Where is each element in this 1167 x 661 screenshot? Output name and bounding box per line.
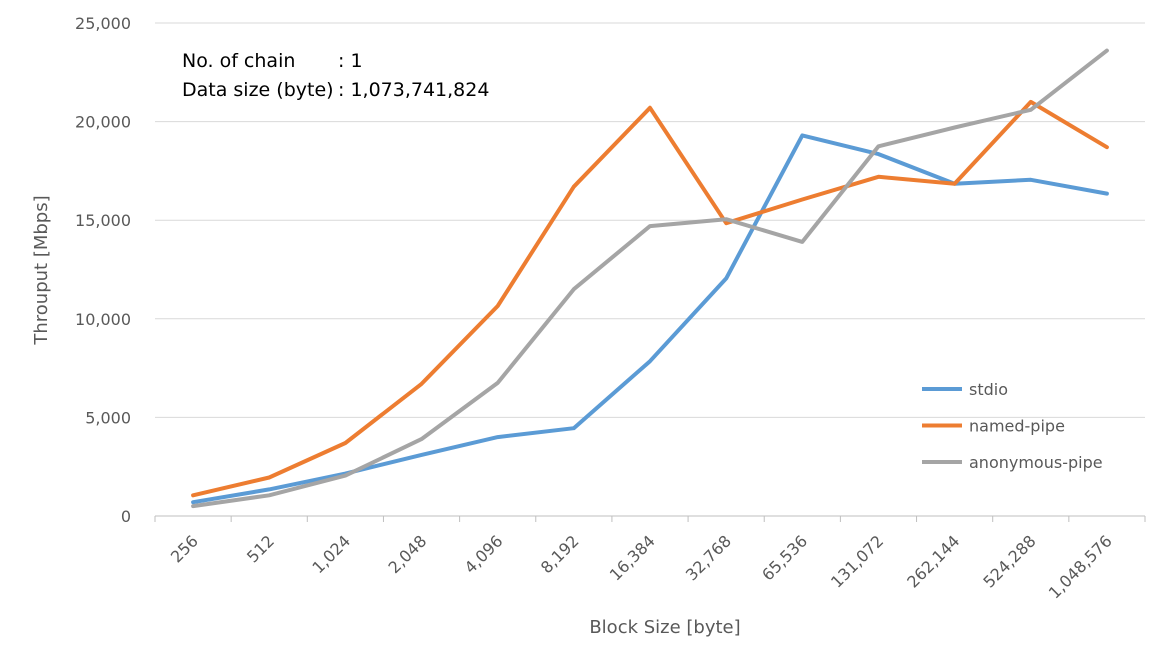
series-lines xyxy=(191,48,1109,509)
x-tick-label: 65,536 xyxy=(758,531,811,584)
y-tick-label: 15,000 xyxy=(75,211,131,230)
x-axis: 256 512 1,024 2,048 4,096 8,192 16,384 32,768 65… xyxy=(154,515,1146,602)
x-tick-label: 1,048,576 xyxy=(1045,531,1116,602)
chart-annotation: No. of chain : 1 Data size (byte) : 1,07… xyxy=(182,50,489,101)
x-tick-label: 2,048 xyxy=(385,531,431,577)
x-tick-label: 512 xyxy=(243,531,278,566)
legend-label-named-pipe: named-pipe xyxy=(969,417,1065,436)
y-tick-label: 20,000 xyxy=(75,113,131,132)
x-tick-label: 16,384 xyxy=(606,531,659,584)
y-axis: 0 5,000 10,000 15,000 20,000 25,000 xyxy=(75,14,131,526)
annotation-size-label: Data size (byte) xyxy=(182,79,334,101)
annotation-chain-value: : 1 xyxy=(338,50,363,72)
legend-label-anonymous-pipe: anonymous-pipe xyxy=(969,453,1103,472)
x-tick-label: 32,768 xyxy=(682,531,735,584)
legend-label-stdio: stdio xyxy=(969,380,1008,399)
y-tick-label: 10,000 xyxy=(75,310,131,329)
x-tick-label: 256 xyxy=(167,531,202,566)
annotation-chain-label: No. of chain xyxy=(182,50,295,72)
y-tick-label: 25,000 xyxy=(75,14,131,33)
x-axis-title: Block Size [byte] xyxy=(589,617,740,638)
x-tick-label: 4,096 xyxy=(461,531,507,577)
x-tick-label: 1,024 xyxy=(308,531,354,577)
x-tick-label: 131,072 xyxy=(827,531,887,591)
y-tick-label: 0 xyxy=(121,507,131,526)
y-axis-title: Throuput [Mbps] xyxy=(31,195,52,345)
x-tick-label: 8,192 xyxy=(537,531,583,577)
x-tick-label: 524,288 xyxy=(979,531,1039,591)
annotation-size-value: : 1,073,741,824 xyxy=(338,79,489,101)
y-tick-label: 5,000 xyxy=(85,408,131,427)
series-line-named-pipe xyxy=(191,99,1109,498)
series-line-anonymous-pipe xyxy=(191,48,1109,509)
x-tick-label: 262,144 xyxy=(903,531,963,591)
legend: stdio named-pipe anonymous-pipe xyxy=(922,380,1103,472)
